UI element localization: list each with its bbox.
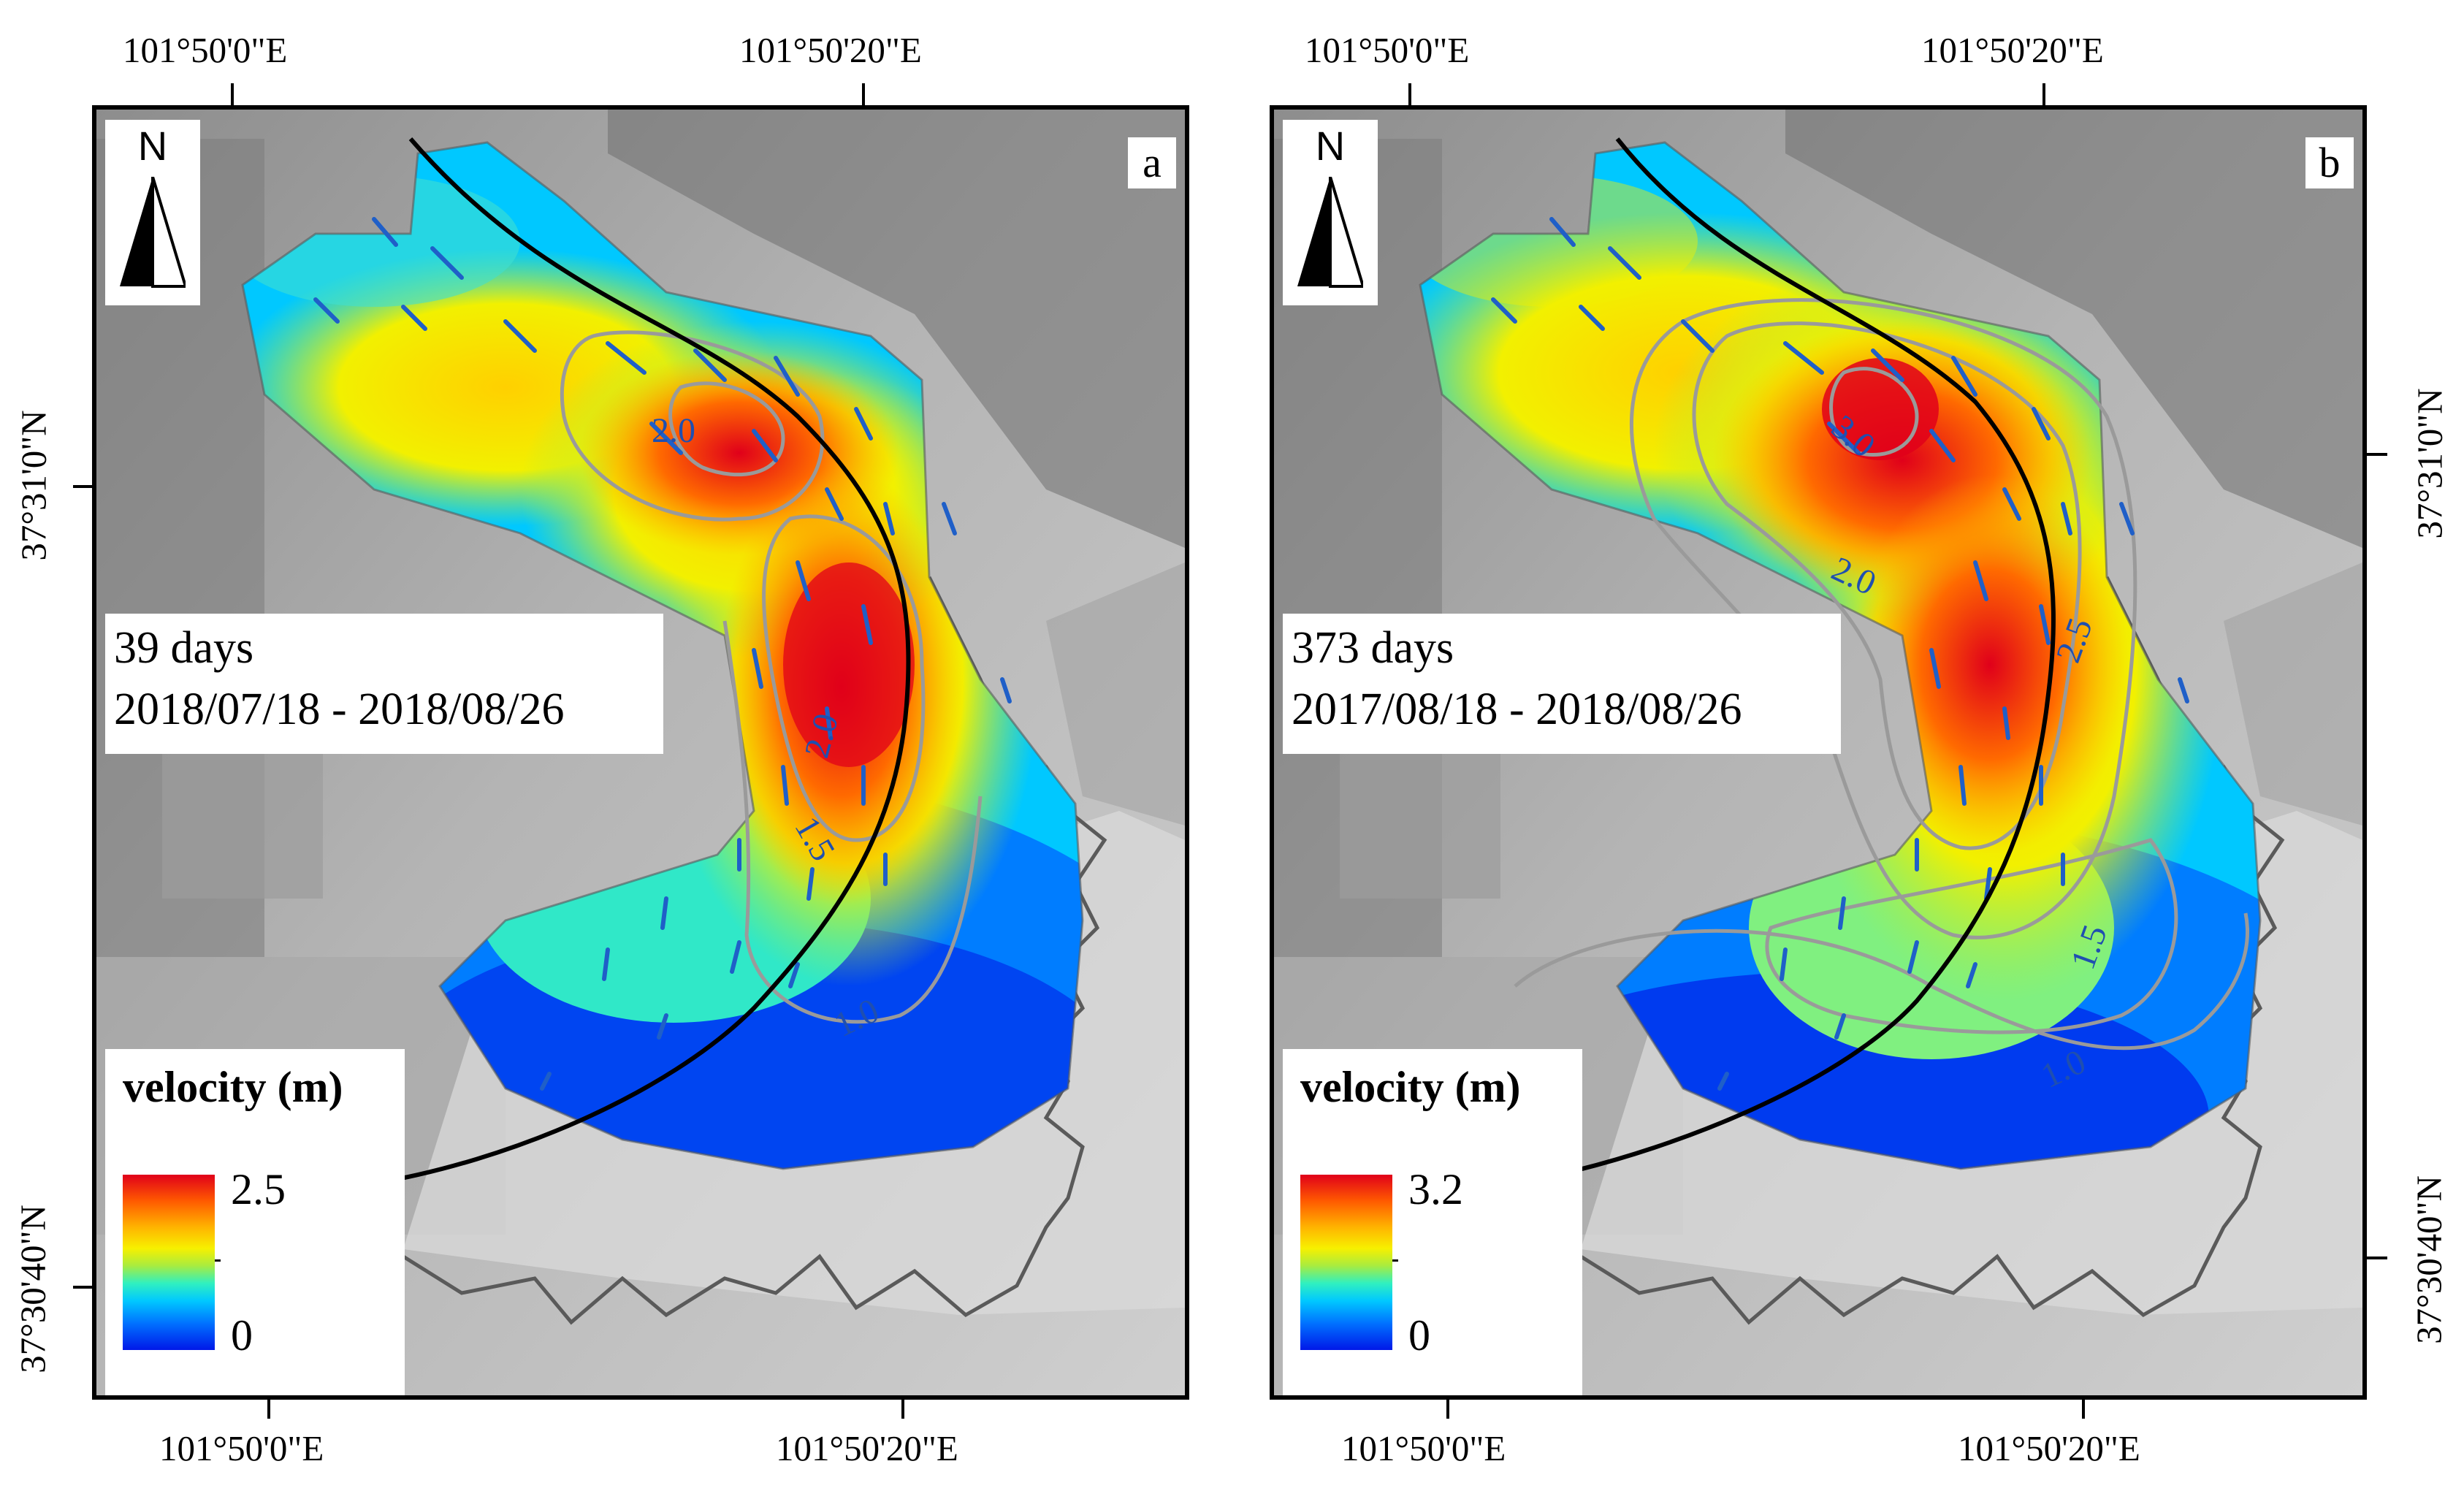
date-range-text: 2018/07/18 - 2018/08/26: [114, 684, 565, 734]
time-span-box: 39 days 2018/07/18 - 2018/08/26: [105, 614, 663, 754]
panel-letter: a: [1128, 137, 1176, 188]
legend-color-ramp: [123, 1175, 215, 1350]
top-lon-label-2: 101°50'20"E: [1921, 30, 2104, 70]
flow-vectors: [313, 217, 1012, 1091]
duration-text: 39 days: [114, 623, 254, 673]
legend-title: velocity (m): [123, 1063, 343, 1111]
time-span-box: 373 days 2017/08/18 - 2018/08/26: [1283, 614, 1841, 754]
top-lon-label-1: 101°50'0"E: [123, 30, 288, 70]
right-lat-label-2: 37°30'40"N: [2408, 1175, 2449, 1344]
right-lat-label-1: 37°31'0"N: [2409, 388, 2450, 539]
panel-letter: b: [2305, 137, 2354, 188]
date-range-text: 2017/08/18 - 2018/08/26: [1292, 684, 1742, 734]
top-lon-label-2: 101°50'20"E: [739, 30, 922, 70]
bottom-lon-label-2: 101°50'20"E: [776, 1428, 958, 1468]
bottom-lon-label-1: 101°50'0"E: [1341, 1428, 1506, 1468]
legend-max: 2.5: [231, 1165, 286, 1213]
contours: [560, 330, 983, 1024]
contours: [1514, 298, 2249, 1050]
bottom-lon-label-2: 101°50'20"E: [1958, 1428, 2140, 1468]
legend-min: 0: [1408, 1311, 1430, 1360]
legend-title: velocity (m): [1300, 1063, 1521, 1111]
left-lat-label-1: 37°31'0"N: [13, 410, 54, 561]
map-frame-b: 3.0 2.0 2.5 1.5 1.0 N b 373 days 2017/08…: [1270, 105, 2367, 1400]
svg-text:2.0: 2.0: [652, 411, 695, 450]
legend-color-ramp: [1300, 1175, 1392, 1350]
glacier-terminus-outline: [315, 765, 1107, 1325]
flow-vectors: [1491, 217, 2189, 1091]
duration-text: 373 days: [1292, 623, 1454, 673]
map-frame-a: 2.0 2.0 1.5 1.0 N a 39 days 2018/07/18 -…: [92, 105, 1189, 1400]
legend-max: 3.2: [1408, 1165, 1463, 1213]
velocity-legend: velocity (m) 2.5 0: [105, 1049, 405, 1395]
top-lon-label-1: 101°50'0"E: [1305, 30, 1470, 70]
velocity-legend: velocity (m) 3.2 0: [1283, 1049, 1582, 1395]
legend-min: 0: [231, 1311, 253, 1360]
north-arrow: N: [105, 120, 200, 305]
bottom-lon-label-1: 101°50'0"E: [159, 1428, 324, 1468]
left-lat-label-2: 37°30'40"N: [12, 1205, 53, 1373]
glacier-terminus-outline: [1492, 765, 2285, 1325]
north-arrow: N: [1283, 120, 1378, 305]
